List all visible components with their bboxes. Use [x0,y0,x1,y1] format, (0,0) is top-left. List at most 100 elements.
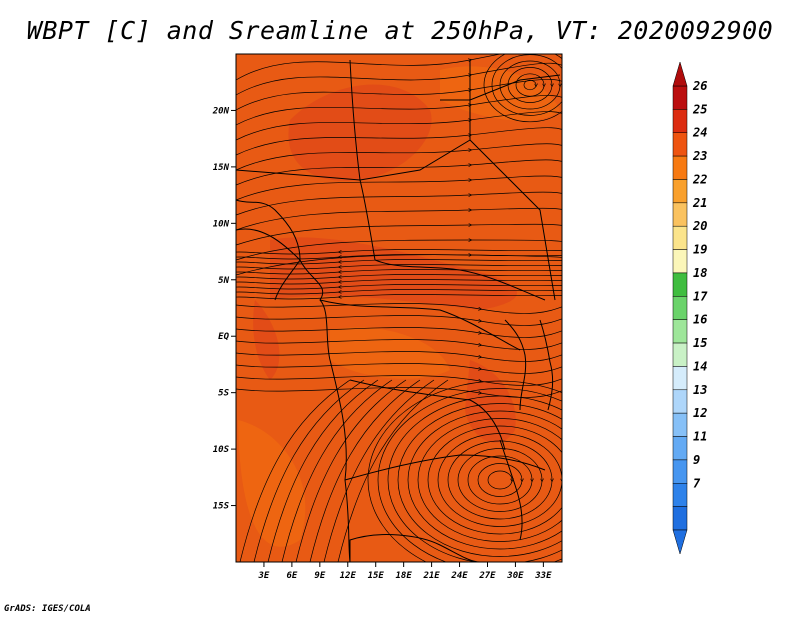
lat-tick-label: 5N [218,276,229,286]
streamline [281,379,393,562]
streamline [467,455,532,505]
colorbar-over-arrow [672,61,688,87]
lon-tick-label: 18E [396,571,413,581]
lat-tick-label: 20N [212,106,230,116]
streamline [457,448,542,512]
streamline [236,54,503,81]
colorbar-label: 18 [693,266,707,280]
streamline [236,127,562,156]
colorbar-label: 15 [693,336,707,350]
longitude-axis: 3E 6E 9E 12E 15E 18E 21E 24E 27E 30E 33E [258,562,552,581]
colorbar-label: 23 [692,149,707,163]
streamline [236,339,562,350]
colorbar-label: 12 [693,406,707,420]
colorbar-swatch [672,296,688,320]
streamline [236,249,562,255]
lat-tick-label: 10N [213,219,230,229]
streamline [236,207,562,231]
colorbar-label: 13 [693,383,707,397]
streamline [507,67,552,103]
streamline [236,351,562,362]
streamline [295,379,407,562]
streamlines [236,54,562,562]
country-borders [236,59,561,562]
colorbar-label: 14 [693,359,707,373]
shading-patch [253,300,280,380]
colorbar-swatch [672,319,688,344]
lon-tick-label: 9E [314,571,325,581]
lat-tick-label: 15S [213,502,230,512]
lat-tick-label: 10S [213,445,230,455]
colorbar-label: 16 [693,313,707,327]
colorbar-swatch [672,179,688,204]
map-panel [235,53,563,563]
streamline [236,264,562,270]
colorbar-label: 24 [692,126,707,140]
streamline [387,395,562,562]
colorbar-label: 21 [692,196,707,210]
shading-patch [238,420,306,547]
streamline [397,403,562,557]
colorbar-swatch [672,412,688,437]
streamline [437,433,562,527]
colorbar-swatch [672,483,688,507]
country-border [469,139,556,301]
colorbar-label: 22 [692,172,707,186]
country-border [504,319,527,411]
streamline [236,175,562,201]
streamline [236,279,562,285]
credit-label: GrADS: IGES/COLA [4,604,91,614]
streamline [487,470,512,490]
colorbar-swatch [672,132,688,157]
streamline [236,315,562,326]
colorbar-label: 19 [693,243,707,257]
latitude-axis: 20N 15N 10N 5N EQ 5S 10S 15S [212,106,236,512]
streamline [253,379,365,562]
colorbar-label: 9 [693,453,700,467]
streamline [499,60,560,110]
colorbar-swatch [672,155,688,180]
streamline [309,379,421,562]
streamline [236,294,562,300]
lon-tick-label: 21E [422,571,440,581]
colorbar-label: 26 [692,79,707,93]
streamline [236,95,562,126]
country-border [236,60,471,181]
streamline [377,388,562,562]
streamline [337,379,449,562]
streamline [491,54,562,116]
streamline [236,254,562,260]
streamline [236,289,562,295]
country-border [236,228,351,562]
streamline [523,79,536,91]
streamline [236,274,562,280]
colorbar-swatch [672,459,688,484]
streamline [236,159,562,186]
colorbar: 26 25 24 23 22 21 20 19 18 17 16 15 14 13 12 11 9 7 [672,61,708,555]
streamline [447,440,552,520]
country-border [349,534,481,562]
lat-tick-label: 15N [213,163,230,173]
streamline [236,269,562,275]
country-border [539,319,554,411]
streamline [483,54,562,123]
lon-tick-label: 33E [534,571,552,581]
streamline [417,418,562,542]
lat-tick-label: EQ [218,332,229,342]
colorbar-swatch [672,202,688,227]
lon-tick-label: 15E [368,571,385,581]
streamline [477,463,522,497]
country-border [349,379,506,451]
streamline [236,259,562,265]
lat-tick-label: 5S [218,389,229,399]
streamline [236,303,562,314]
country-border [499,439,523,541]
streamline [236,143,562,171]
country-border [319,299,521,351]
colorbar-swatch [672,366,688,391]
streamline [236,363,562,374]
country-border [344,454,546,481]
streamline [236,191,562,216]
colorbar-label: 7 [693,476,701,490]
